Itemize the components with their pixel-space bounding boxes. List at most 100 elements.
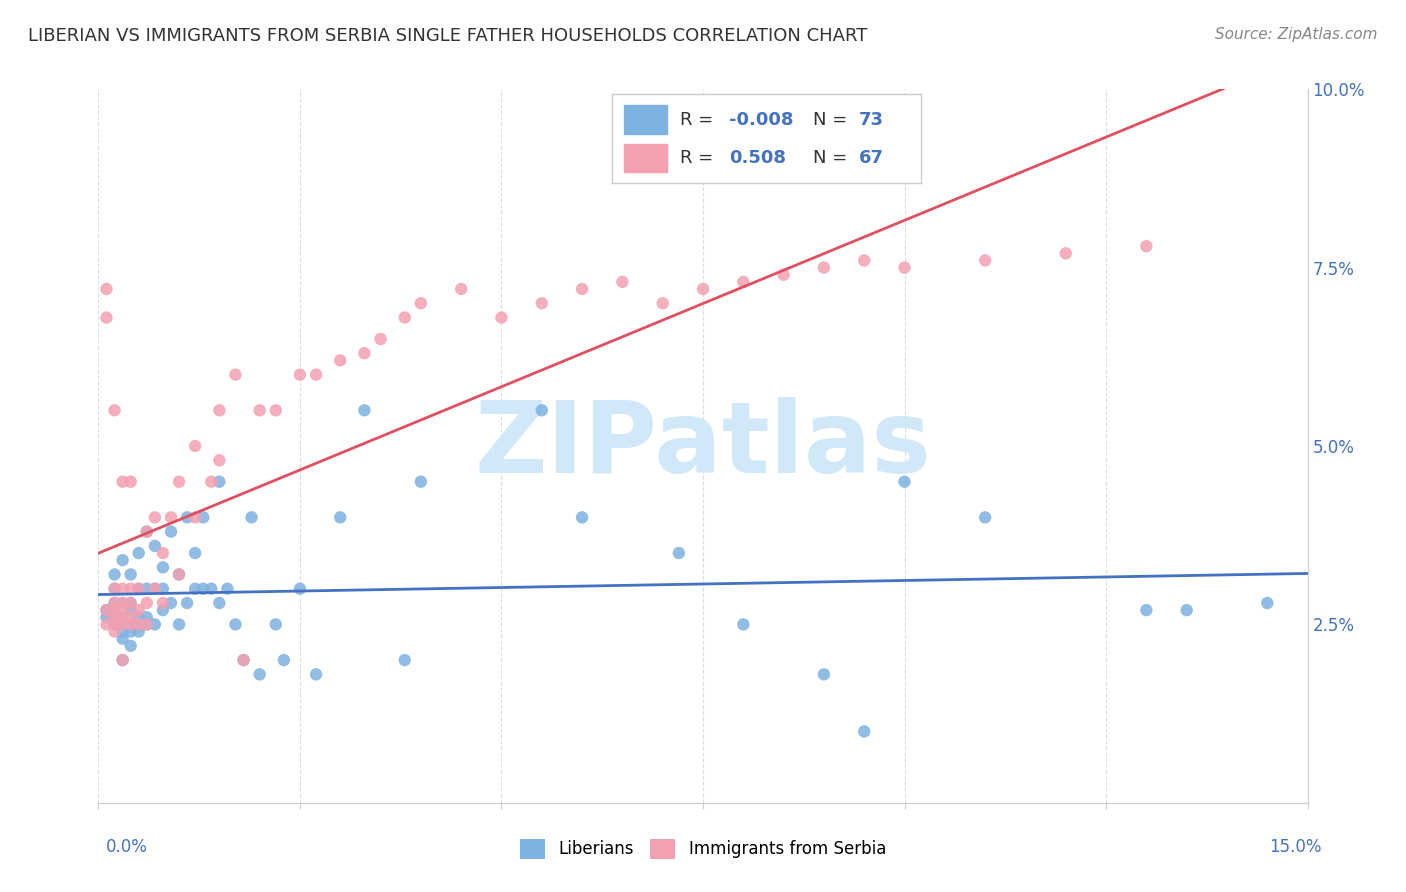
Text: N =: N = — [813, 111, 852, 128]
Point — [353, 403, 375, 417]
Point — [1054, 246, 1077, 260]
Point — [893, 260, 915, 275]
Point — [208, 596, 231, 610]
Point — [111, 653, 134, 667]
Point — [329, 353, 352, 368]
Point — [120, 567, 142, 582]
Point — [111, 603, 134, 617]
Text: R =: R = — [679, 111, 718, 128]
Point — [120, 582, 142, 596]
Point — [193, 510, 215, 524]
Point — [143, 617, 166, 632]
Point — [184, 582, 207, 596]
Point — [135, 610, 157, 624]
Point — [1135, 603, 1157, 617]
Text: 73: 73 — [859, 111, 884, 128]
Point — [120, 596, 142, 610]
Point — [111, 553, 134, 567]
Point — [128, 610, 150, 624]
Point — [128, 603, 150, 617]
Point — [224, 617, 246, 632]
Point — [96, 617, 118, 632]
Point — [176, 596, 198, 610]
Point — [120, 610, 142, 624]
Point — [135, 617, 157, 632]
Point — [111, 632, 134, 646]
Point — [200, 475, 222, 489]
Point — [111, 596, 134, 610]
Point — [111, 653, 134, 667]
Point — [103, 624, 125, 639]
Point — [103, 617, 125, 632]
Point — [111, 624, 134, 639]
Point — [160, 510, 183, 524]
Point — [103, 603, 125, 617]
Point — [120, 596, 142, 610]
Point — [394, 310, 416, 325]
Point — [152, 560, 174, 574]
Point — [120, 603, 142, 617]
Point — [184, 510, 207, 524]
Point — [232, 653, 254, 667]
Point — [264, 403, 287, 417]
Text: 67: 67 — [859, 149, 884, 167]
Point — [288, 368, 311, 382]
Point — [143, 510, 166, 524]
Point — [208, 475, 231, 489]
Point — [176, 510, 198, 524]
Point — [1175, 603, 1198, 617]
Point — [96, 282, 118, 296]
Point — [111, 475, 134, 489]
Point — [111, 617, 134, 632]
Text: 0.0%: 0.0% — [105, 838, 148, 856]
Point — [103, 582, 125, 596]
Point — [152, 603, 174, 617]
Point — [530, 403, 553, 417]
Point — [651, 296, 673, 310]
Point — [143, 582, 166, 596]
Point — [103, 567, 125, 582]
Point — [305, 667, 328, 681]
Point — [96, 603, 118, 617]
Text: 15.0%: 15.0% — [1270, 838, 1322, 856]
Point — [160, 524, 183, 539]
Point — [974, 510, 997, 524]
Point — [111, 610, 134, 624]
Point — [120, 475, 142, 489]
Point — [184, 439, 207, 453]
Text: N =: N = — [813, 149, 852, 167]
Point — [135, 596, 157, 610]
Point — [288, 582, 311, 596]
Point — [813, 667, 835, 681]
Text: 0.508: 0.508 — [730, 149, 786, 167]
Point — [167, 617, 190, 632]
Point — [128, 617, 150, 632]
Point — [103, 403, 125, 417]
Point — [128, 582, 150, 596]
Point — [249, 403, 271, 417]
Point — [772, 268, 794, 282]
Text: -0.008: -0.008 — [730, 111, 793, 128]
Point — [193, 582, 215, 596]
Point — [103, 596, 125, 610]
Text: ZIPatlas: ZIPatlas — [475, 398, 931, 494]
Point — [232, 653, 254, 667]
Point — [120, 617, 142, 632]
Point — [571, 510, 593, 524]
Point — [733, 617, 755, 632]
Point — [96, 603, 118, 617]
Point — [353, 346, 375, 360]
Point — [111, 617, 134, 632]
Point — [571, 282, 593, 296]
Point — [305, 368, 328, 382]
Point — [103, 596, 125, 610]
Point — [128, 617, 150, 632]
Point — [1256, 596, 1278, 610]
Point — [120, 624, 142, 639]
Point — [143, 539, 166, 553]
Point — [240, 510, 263, 524]
Point — [111, 610, 134, 624]
Point — [135, 617, 157, 632]
Point — [135, 582, 157, 596]
Point — [329, 510, 352, 524]
